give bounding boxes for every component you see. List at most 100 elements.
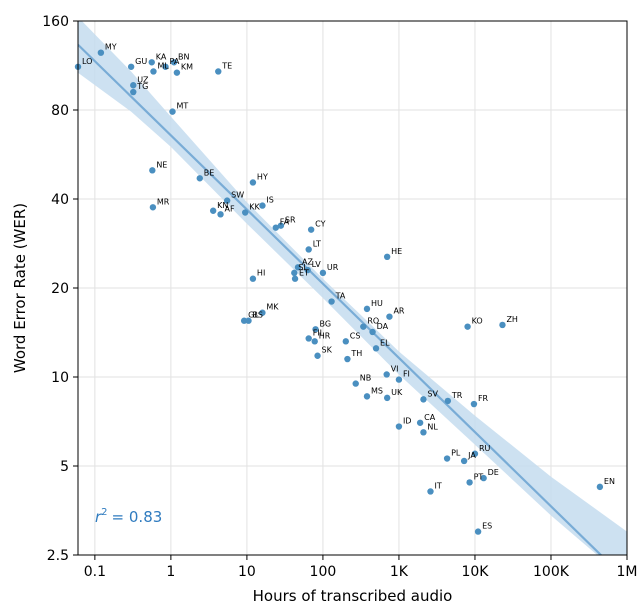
point-label-pa: PA bbox=[170, 57, 180, 66]
data-point-sw bbox=[223, 197, 231, 204]
data-point-lv bbox=[304, 266, 311, 274]
data-point-hr bbox=[311, 338, 318, 345]
r-squared-symbol: r bbox=[95, 508, 102, 526]
point-label-et: ET bbox=[299, 269, 309, 278]
point-label-ro: RO bbox=[367, 317, 379, 326]
data-point-ur bbox=[319, 269, 327, 277]
point-label-fa: FA bbox=[280, 218, 290, 227]
point-label-el: EL bbox=[380, 338, 390, 347]
data-point-sv bbox=[420, 396, 427, 403]
point-label-ur: UR bbox=[327, 263, 339, 272]
point-label-lo: LO bbox=[82, 57, 92, 66]
point-label-gl: GL bbox=[248, 311, 259, 320]
r-squared-value: = 0.83 bbox=[112, 508, 163, 526]
data-point-gu bbox=[127, 63, 135, 70]
data-point-da bbox=[369, 328, 376, 336]
data-point-he bbox=[383, 253, 391, 261]
data-point-pt bbox=[466, 479, 473, 486]
data-point-te bbox=[215, 68, 222, 75]
x-tick-label: 10 bbox=[238, 564, 256, 580]
data-point-cy bbox=[307, 226, 315, 233]
x-tick-label: 100 bbox=[310, 564, 337, 580]
data-point-id bbox=[395, 423, 403, 430]
data-point-ko bbox=[464, 323, 471, 330]
point-label-kk: KK bbox=[249, 203, 260, 212]
point-label-mk: MK bbox=[266, 303, 279, 312]
x-tick-label: 1K bbox=[390, 564, 409, 580]
data-point-fi bbox=[395, 376, 403, 383]
point-label-vi: VI bbox=[391, 364, 399, 373]
y-axis-ticks: 2.5 5 10 20 40 80 160 bbox=[42, 14, 78, 564]
point-label-fr: FR bbox=[478, 394, 489, 403]
point-label-my: MY bbox=[105, 43, 117, 52]
data-point-vi bbox=[383, 371, 390, 378]
point-label-sk: SK bbox=[322, 346, 333, 355]
data-point-ru bbox=[471, 450, 479, 457]
point-label-de: DE bbox=[488, 468, 499, 477]
point-label-hu: HU bbox=[371, 299, 383, 308]
x-tick-label: 10K bbox=[461, 564, 489, 580]
data-point-ml bbox=[150, 68, 157, 75]
grid bbox=[78, 20, 628, 556]
point-label-th: TH bbox=[350, 349, 362, 358]
data-point-fil bbox=[305, 335, 312, 342]
data-point-lt bbox=[305, 246, 312, 253]
confidence-band bbox=[78, 21, 627, 555]
data-point-is bbox=[259, 202, 266, 209]
point-label-ru: RU bbox=[479, 444, 491, 453]
point-label-nl: NL bbox=[427, 422, 438, 431]
data-point-mk bbox=[259, 309, 266, 316]
point-label-cs: CS bbox=[350, 331, 361, 340]
data-point-sr bbox=[277, 222, 285, 229]
y-tick-label: 5 bbox=[60, 459, 69, 475]
point-label-ca: CA bbox=[424, 413, 436, 422]
data-point-ms bbox=[363, 393, 371, 400]
r-squared-exponent: 2 bbox=[101, 507, 107, 518]
point-label-sl: SL bbox=[298, 263, 308, 272]
data-point-hu bbox=[363, 305, 371, 313]
point-label-kn: KN bbox=[217, 201, 228, 210]
r-squared-annotation: r2 = 0.83 bbox=[95, 507, 162, 526]
point-label-ms: MS bbox=[371, 386, 383, 395]
data-point-es bbox=[474, 528, 482, 535]
point-label-ka: KA bbox=[156, 52, 167, 61]
point-label-bn: BN bbox=[178, 52, 189, 61]
point-label-lv: LV bbox=[312, 260, 322, 269]
point-label-fil: FIL bbox=[313, 328, 325, 337]
data-point-de bbox=[480, 474, 487, 482]
data-point-ca bbox=[416, 419, 424, 426]
data-point-en bbox=[596, 483, 604, 491]
point-label-zh: ZH bbox=[506, 315, 518, 324]
data-point-ro bbox=[360, 323, 367, 330]
data-point-nl bbox=[420, 429, 427, 436]
data-point-sl bbox=[291, 269, 298, 277]
data-point-ja bbox=[460, 457, 468, 465]
x-tick-label: 1M bbox=[617, 564, 638, 580]
data-point-ne bbox=[149, 167, 156, 174]
point-label-ar: AR bbox=[393, 307, 404, 316]
point-label-da: DA bbox=[377, 322, 389, 331]
data-point-my bbox=[97, 49, 105, 56]
point-label-ja: JA bbox=[467, 451, 476, 460]
point-label-bg: BG bbox=[320, 319, 332, 328]
y-tick-label: 160 bbox=[42, 14, 69, 30]
point-label-gu: GU bbox=[135, 57, 147, 66]
data-point-hi bbox=[249, 275, 257, 282]
y-tick-label: 80 bbox=[51, 103, 69, 119]
point-label-en: EN bbox=[604, 477, 615, 486]
point-label-hi: HI bbox=[257, 269, 265, 278]
data-point-sk bbox=[314, 352, 321, 359]
data-point-mr bbox=[149, 204, 157, 211]
x-tick-label: 100K bbox=[533, 564, 570, 580]
data-point-cs bbox=[342, 338, 350, 345]
data-point-kn bbox=[209, 207, 217, 214]
point-label-sr: SR bbox=[285, 216, 296, 225]
confidence-band-layer bbox=[78, 21, 627, 555]
data-point-fr bbox=[470, 400, 478, 408]
data-point-fa bbox=[272, 224, 280, 231]
point-label-hr: HR bbox=[319, 331, 331, 340]
y-axis-label: Word Error Rate (WER) bbox=[11, 203, 29, 373]
data-point-ta bbox=[328, 298, 335, 305]
point-label-pl: PL bbox=[451, 449, 461, 458]
